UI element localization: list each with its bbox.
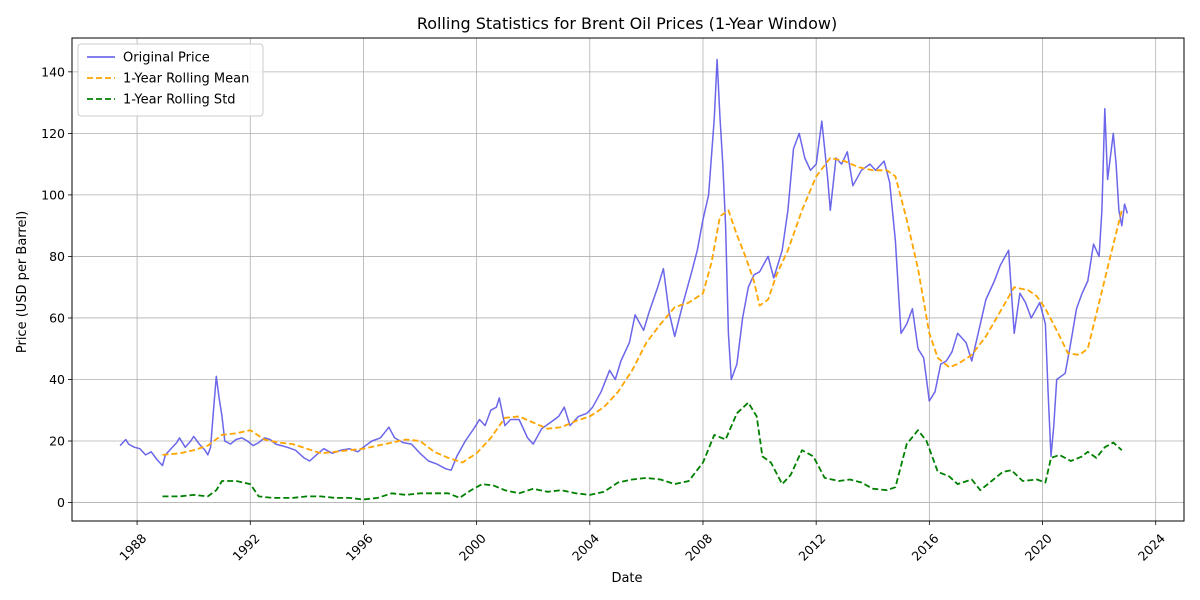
plot-frame <box>71 37 1185 522</box>
legend-box <box>77 43 264 117</box>
series-line-original-price <box>119 58 1129 471</box>
y-tick-label: 100 <box>41 187 65 202</box>
plot-area <box>119 58 1129 501</box>
y-tick-label: 40 <box>49 372 65 387</box>
series-line-1-year-rolling-std <box>162 401 1123 501</box>
legend: Original Price 1-Year Rolling Mean 1-Year … <box>77 43 264 117</box>
y-tick-label: 20 <box>49 434 65 449</box>
x-axis-title: Date <box>611 571 642 586</box>
grid-lines <box>72 38 1184 521</box>
y-axis: 0 20 40 60 80 100 120 140 <box>41 64 72 510</box>
legend-label-1-year-rolling-mean: 1-Year Rolling Mean <box>123 72 249 87</box>
y-tick-label: 120 <box>41 126 65 141</box>
y-axis-title: Price (USD per Barrel) <box>15 211 30 353</box>
y-tick-label: 60 <box>49 310 65 325</box>
y-tick-label: 0 <box>57 495 65 510</box>
chart-title: Rolling Statistics for Brent Oil Prices … <box>417 14 837 33</box>
y-tick-label: 140 <box>41 64 65 79</box>
legend-label-original-price: Original Price <box>123 51 210 66</box>
y-tick-label: 80 <box>49 249 65 264</box>
legend-label-1-year-rolling-std: 1-Year Rolling Std <box>123 93 236 108</box>
series-line-1-year-rolling-mean <box>162 157 1123 464</box>
